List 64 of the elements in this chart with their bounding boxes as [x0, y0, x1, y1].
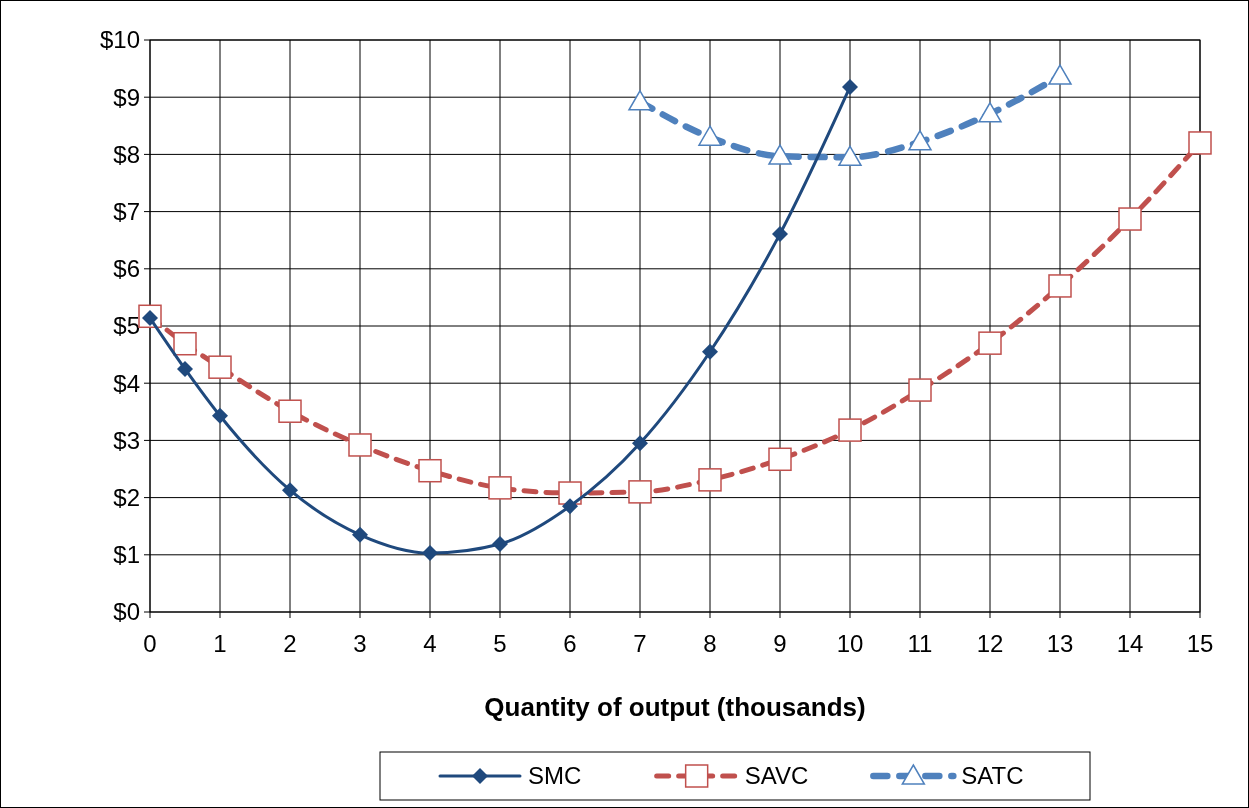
- point: [842, 78, 858, 95]
- x-tick-label: 2: [283, 630, 297, 657]
- x-tick-label: 3: [353, 630, 367, 657]
- x-tick-label: 14: [1116, 630, 1144, 657]
- x-tick-label: 1: [213, 630, 227, 657]
- point: [702, 343, 718, 360]
- point: [908, 378, 932, 402]
- x-axis-title: Quantity of output (thousands): [484, 692, 866, 722]
- point: [698, 468, 722, 492]
- point: [698, 125, 722, 146]
- point: [978, 102, 1002, 123]
- point: [278, 399, 302, 423]
- point: [628, 90, 652, 111]
- point: [562, 498, 578, 515]
- point: [352, 526, 368, 543]
- point: [177, 360, 193, 377]
- point: [768, 447, 792, 472]
- point: [628, 480, 652, 504]
- point: [768, 144, 792, 165]
- y-tick-label: $6: [113, 255, 140, 283]
- point: [208, 355, 232, 379]
- point: [1048, 274, 1072, 298]
- x-tick-label: 6: [563, 630, 577, 657]
- legend-label: SMC: [528, 762, 582, 790]
- point: [282, 482, 298, 499]
- x-tick-label: 7: [633, 630, 647, 657]
- point: [838, 418, 862, 442]
- y-tick-label: $0: [113, 598, 140, 626]
- point: [1188, 131, 1212, 155]
- point: [492, 535, 508, 552]
- point: [1118, 207, 1142, 231]
- point: [632, 435, 648, 452]
- x-tick-label: 12: [976, 630, 1004, 657]
- point: [1048, 64, 1072, 85]
- point: [838, 145, 862, 167]
- x-tick-label: 15: [1186, 630, 1214, 657]
- x-tick-label: 4: [423, 630, 437, 657]
- x-tick-label: 9: [773, 630, 787, 657]
- point: [418, 458, 442, 483]
- y-tick-label: $2: [113, 484, 140, 511]
- y-tick-label: $9: [113, 83, 140, 111]
- point: [772, 225, 788, 242]
- y-tick-label: $5: [113, 312, 140, 340]
- y-tick-label: $1: [113, 541, 140, 569]
- x-tick-label: 0: [143, 630, 157, 657]
- legend-label: SAVC: [744, 762, 809, 790]
- x-tick-label: 5: [493, 630, 507, 657]
- point: [348, 433, 372, 457]
- point: [908, 130, 932, 151]
- y-tick-label: $4: [113, 369, 140, 397]
- x-tick-label: 13: [1046, 630, 1074, 657]
- x-tick-label: 10: [836, 630, 864, 657]
- y-tick-label: $7: [113, 198, 140, 225]
- x-tick-label: 11: [907, 630, 933, 657]
- point: [978, 331, 1002, 355]
- y-tick-label: $3: [113, 426, 140, 454]
- point: [173, 331, 197, 356]
- point: [488, 476, 512, 500]
- y-tick-label: $10: [99, 26, 140, 54]
- y-tick-label: $8: [113, 140, 140, 168]
- legend-label: SATC: [961, 762, 1024, 790]
- point: [212, 407, 228, 424]
- x-tick-label: 8: [703, 630, 717, 657]
- point: [422, 545, 438, 562]
